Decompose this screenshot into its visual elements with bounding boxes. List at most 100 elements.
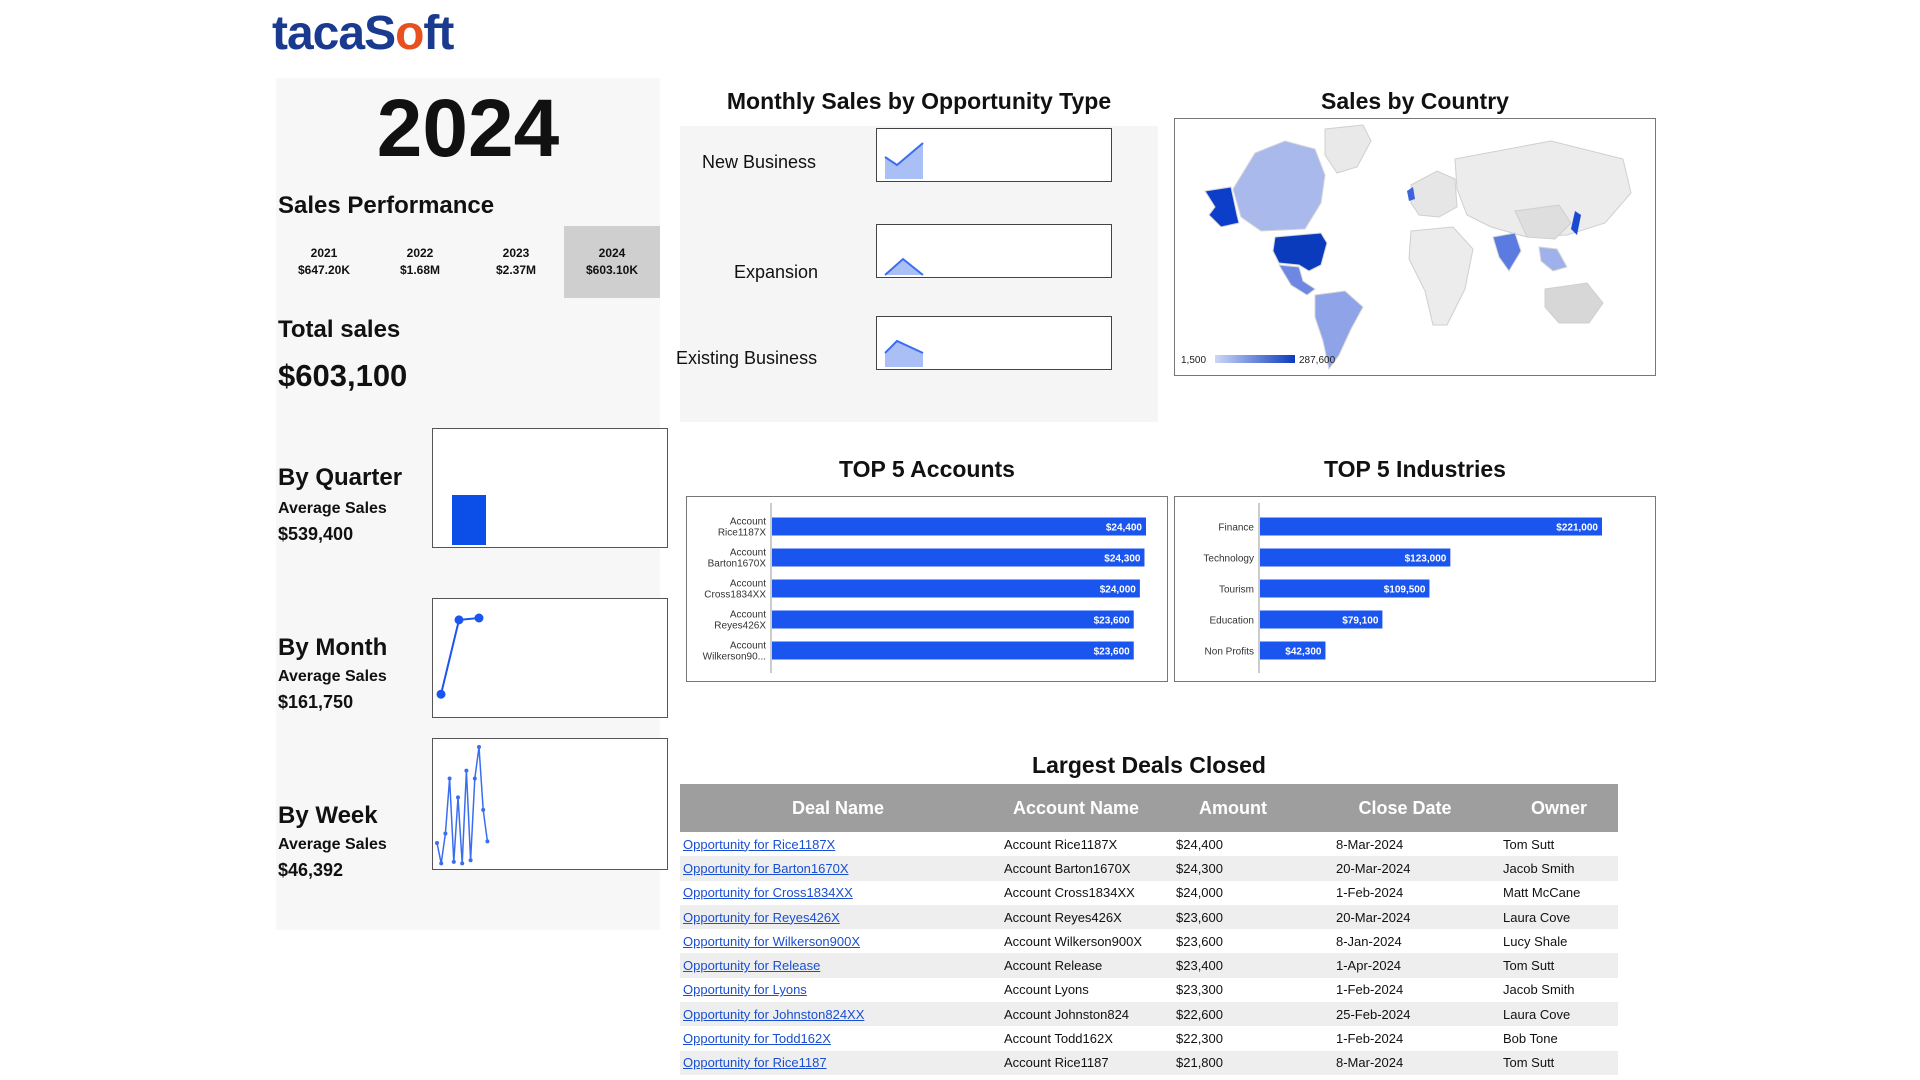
- month-point: [474, 613, 484, 623]
- bar-category-label: Account: [730, 641, 766, 652]
- amount-cell: $23,300: [1176, 982, 1223, 998]
- table-row: Opportunity for Cross1834XX Account Cross…: [680, 881, 1618, 905]
- by-quarter-avg-label: Average Sales: [278, 500, 387, 517]
- map-greenland: [1324, 124, 1372, 174]
- by-month-chart: [432, 598, 668, 718]
- deals-table: Deal Name Account Name Amount Close Date…: [680, 784, 1618, 1075]
- bar-value-label: $24,000: [1100, 585, 1137, 596]
- by-month-title: By Month: [278, 634, 388, 661]
- bar-value-label: $42,300: [1285, 647, 1322, 658]
- account-name-cell: Account Rice1187X: [1004, 836, 1118, 852]
- map-canada: [1232, 140, 1326, 232]
- amount-cell: $24,000: [1176, 885, 1223, 901]
- deal-name-cell: Opportunity for Barton1670X: [680, 856, 996, 881]
- col-account-name[interactable]: Account Name: [996, 784, 1156, 832]
- close-date-cell: 1-Feb-2024: [1336, 885, 1404, 901]
- week-point: [447, 776, 452, 781]
- deal-name-link[interactable]: Opportunity for Reyes426X: [683, 909, 840, 925]
- by-week-chart-svg: [435, 745, 490, 866]
- account-name-cell: Account Reyes426X: [996, 904, 1156, 930]
- deal-name-link[interactable]: Opportunity for Wilkerson900X: [683, 933, 861, 949]
- deal-name-link[interactable]: Opportunity for Johnston824XX: [683, 1006, 865, 1022]
- bar-0: [772, 517, 1146, 536]
- account-name-cell: Account Rice1187: [996, 1050, 1156, 1075]
- deal-name-link[interactable]: Opportunity for Todd162X: [683, 1031, 831, 1047]
- col-amount[interactable]: Amount: [1156, 784, 1310, 832]
- bar-4: [772, 641, 1134, 660]
- deal-name-cell: Opportunity for Reyes426X: [680, 904, 996, 930]
- week-point: [477, 745, 481, 749]
- year-tab-2021[interactable]: 2021 $647.20K: [276, 226, 372, 298]
- deal-name-link[interactable]: Opportunity for Cross1834XX: [683, 885, 853, 901]
- country-map: 1,500 287,600: [1174, 118, 1656, 376]
- year-tab-2022[interactable]: 2022 $1.68M: [372, 226, 468, 298]
- year-tab-2023[interactable]: 2023 $2.37M: [468, 226, 564, 298]
- table-row: Opportunity for Rice1187X Account Rice118…: [680, 832, 1618, 856]
- col-close-date[interactable]: Close Date: [1310, 784, 1500, 832]
- by-quarter-chart: [432, 428, 668, 548]
- close-date-cell: 1-Apr-2024: [1310, 953, 1500, 978]
- deal-name-link[interactable]: Opportunity for Rice1187X: [683, 836, 836, 852]
- bar-category-label: Tourism: [1219, 585, 1254, 596]
- deal-name-link[interactable]: Opportunity for Rice1187: [683, 1055, 827, 1071]
- week-point: [460, 861, 465, 866]
- year-tab-2024[interactable]: 2024 $603.10K: [564, 226, 660, 298]
- amount-cell: $23,600: [1156, 904, 1310, 930]
- month-line: [440, 617, 480, 695]
- owner-cell: Laura Cove: [1500, 1002, 1618, 1027]
- bar-category-label: Non Profits: [1205, 647, 1254, 658]
- week-point: [439, 861, 444, 866]
- bar-value-label: $221,000: [1556, 523, 1598, 534]
- bar-category-label: Cross1834XX: [704, 590, 766, 601]
- by-month-avg-label: Average Sales: [278, 668, 387, 685]
- spark-expansion-svg: [884, 257, 924, 276]
- top-industries-svg: $221,000 Finance $123,000 Technology $109,50…: [1203, 503, 1602, 673]
- deal-name-cell: Opportunity for Cross1834XX: [680, 881, 996, 905]
- close-date-cell: 1-Feb-2024: [1336, 982, 1404, 998]
- bar-value-label: $79,100: [1342, 616, 1379, 627]
- col-owner[interactable]: Owner: [1500, 784, 1618, 832]
- by-week-title: By Week: [278, 802, 378, 829]
- owner-cell: Matt McCane: [1503, 885, 1581, 901]
- map-se-asia: [1538, 246, 1568, 272]
- sales-performance-title: Sales Performance: [278, 192, 495, 219]
- close-date-cell: 8-Jan-2024: [1336, 933, 1402, 949]
- deal-name-link[interactable]: Opportunity for Lyons: [683, 982, 807, 998]
- year-tab-year: 2022: [406, 246, 434, 260]
- deals-header-row: Deal Name Account Name Amount Close Date…: [680, 784, 1618, 832]
- bar-value-label: $109,500: [1384, 585, 1426, 596]
- account-name-cell: Account Johnston824: [996, 1002, 1156, 1027]
- total-sales-label: Total sales: [278, 316, 401, 343]
- table-row: Opportunity for Rice1187 Account Rice1187…: [680, 1050, 1618, 1075]
- deal-name-cell: Opportunity for Todd162X: [680, 1026, 996, 1050]
- top-accounts-svg: $24,400AccountRice1187X$24,300AccountBar…: [703, 503, 1146, 673]
- spark-existing-business-line: [884, 339, 924, 354]
- spark-existing-business-svg: [884, 339, 924, 367]
- owner-cell: Tom Sutt: [1503, 836, 1555, 852]
- account-name-cell: Account Todd162X: [1004, 1031, 1113, 1047]
- country-map-title: Sales by Country: [1321, 88, 1509, 114]
- close-date-cell: 25-Feb-2024: [1310, 1002, 1500, 1027]
- week-point: [485, 839, 490, 844]
- deal-name-link[interactable]: Opportunity for Barton1670X: [683, 860, 849, 876]
- map-legend-gradient: [1215, 355, 1295, 363]
- by-week-avg-value: $46,392: [278, 860, 344, 880]
- week-point: [451, 859, 456, 864]
- tacasoft-logo: tacaSoft: [272, 7, 454, 60]
- spark-new-business: [876, 128, 1112, 182]
- spark-new-business-svg: [884, 142, 924, 179]
- amount-cell: $23,400: [1156, 953, 1310, 978]
- month-point: [436, 689, 446, 699]
- bar-value-label: $123,000: [1405, 554, 1447, 565]
- col-deal-name[interactable]: Deal Name: [680, 784, 996, 832]
- week-point: [443, 831, 448, 836]
- bar-category-label: Account: [730, 517, 766, 528]
- selected-year-heading: 2024: [376, 83, 560, 174]
- bar-category-label: Barton1670X: [708, 559, 767, 570]
- deal-name-link[interactable]: Opportunity for Release: [683, 958, 821, 974]
- spark-existing-business: [876, 316, 1112, 370]
- deal-name-cell: Opportunity for Rice1187X: [680, 832, 996, 856]
- top-industries-chart: $221,000 Finance $123,000 Technology $109,50…: [1174, 496, 1656, 682]
- deal-name-cell: Opportunity for Wilkerson900X: [680, 929, 996, 953]
- bar-category-label: Finance: [1218, 523, 1254, 534]
